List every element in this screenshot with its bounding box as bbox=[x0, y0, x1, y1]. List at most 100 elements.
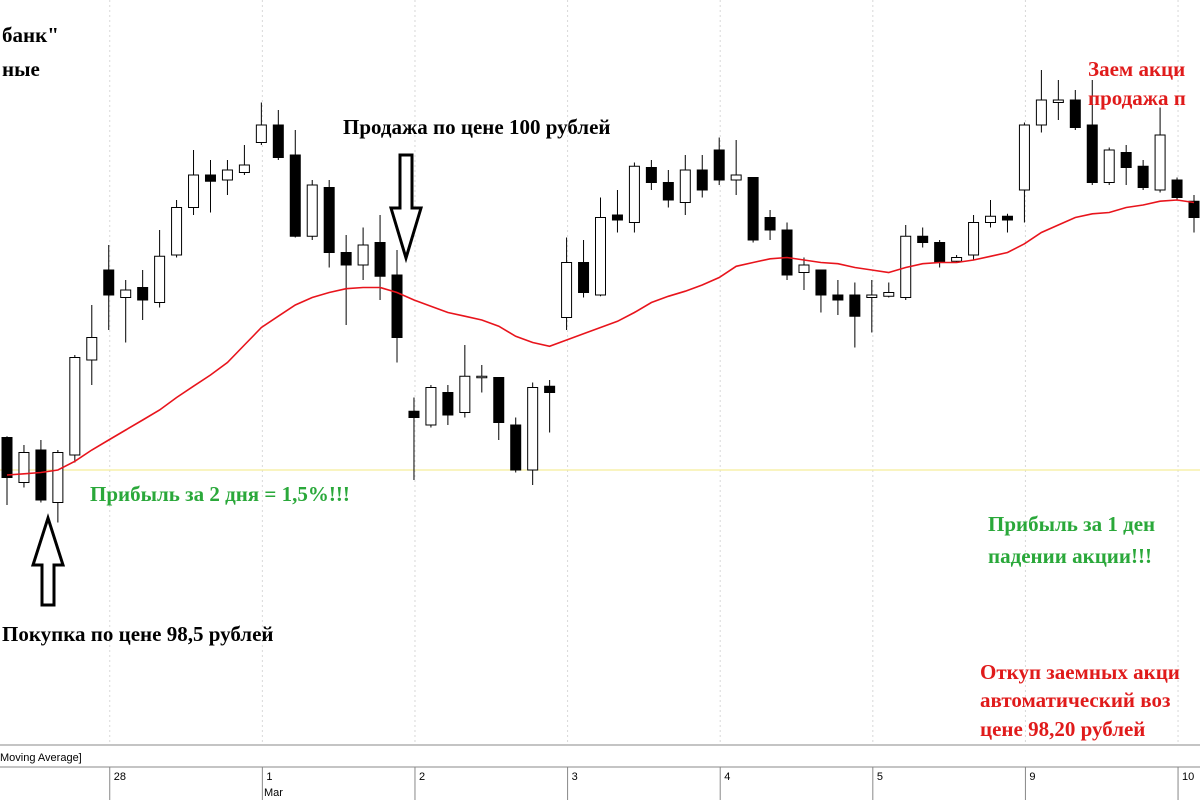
candle-body bbox=[764, 217, 776, 231]
candle-body bbox=[951, 257, 963, 262]
candle-body bbox=[306, 184, 318, 237]
candle-body bbox=[730, 174, 742, 181]
month-label: Mar bbox=[264, 787, 283, 799]
candle-body bbox=[1103, 149, 1115, 183]
candle-body bbox=[238, 164, 250, 173]
candle-body bbox=[510, 424, 522, 471]
candle-body bbox=[408, 410, 420, 418]
candle-body bbox=[883, 292, 895, 297]
x-tick-label: 5 bbox=[877, 771, 883, 783]
indicator-label: Moving Average] bbox=[0, 752, 82, 764]
candle-body bbox=[120, 289, 132, 298]
annotation: Прибыль за 2 дня = 1,5%!!! bbox=[90, 482, 350, 506]
candle-body bbox=[544, 385, 556, 393]
sell-arrow bbox=[388, 153, 424, 264]
annotation: падении акции!!! bbox=[988, 544, 1152, 568]
x-tick-label: 9 bbox=[1029, 771, 1035, 783]
x-tick-label: 28 bbox=[114, 771, 126, 783]
candle-body bbox=[188, 174, 200, 208]
annotation: цене 98,20 рублей bbox=[980, 717, 1145, 741]
candle-body bbox=[527, 387, 539, 471]
candle-body bbox=[578, 262, 590, 293]
candle-body bbox=[103, 269, 115, 296]
candle-body bbox=[18, 452, 30, 483]
candle-body bbox=[1052, 99, 1064, 103]
moving-average-line bbox=[6, 199, 1195, 476]
x-tick-label: 4 bbox=[724, 771, 730, 783]
x-tick-label: 3 bbox=[572, 771, 578, 783]
candle-body bbox=[696, 169, 708, 191]
x-tick-label: 10 bbox=[1182, 771, 1194, 783]
candle-body bbox=[1086, 124, 1098, 183]
plot bbox=[1, 70, 1200, 523]
candle-body bbox=[1069, 99, 1081, 128]
candle-body bbox=[917, 235, 929, 243]
candle-body bbox=[798, 264, 810, 273]
annotation: продажа п bbox=[1088, 86, 1186, 110]
candle-body bbox=[849, 294, 861, 317]
candle-body bbox=[357, 244, 369, 266]
annotation: Покупка по цене 98,5 рублей bbox=[2, 622, 274, 646]
buy-arrow bbox=[30, 513, 66, 607]
candle-body bbox=[255, 124, 267, 143]
candle-body bbox=[645, 167, 657, 183]
candle-body bbox=[1137, 165, 1149, 188]
candle-body bbox=[137, 287, 149, 301]
candle-body bbox=[459, 375, 471, 413]
candle-body bbox=[662, 182, 674, 201]
candle-body bbox=[86, 337, 98, 361]
candle-body bbox=[1188, 200, 1200, 218]
title-line: ные bbox=[2, 57, 40, 81]
candle-body bbox=[374, 242, 386, 277]
candle-body bbox=[1001, 215, 1013, 221]
candle-body bbox=[391, 274, 403, 338]
candle-body bbox=[171, 207, 183, 256]
candle-body bbox=[968, 222, 980, 256]
candle-body bbox=[747, 177, 759, 241]
candle-body bbox=[1154, 134, 1166, 191]
candle-body bbox=[1, 437, 13, 478]
candle-body bbox=[69, 357, 81, 456]
candle-body bbox=[1035, 99, 1047, 126]
candle-body bbox=[289, 154, 301, 237]
candle-body bbox=[1120, 152, 1132, 168]
candle-body bbox=[35, 449, 47, 501]
candle-body bbox=[476, 375, 488, 379]
candle-body bbox=[323, 187, 335, 253]
candle-body bbox=[204, 174, 216, 182]
annotation: Заем акци bbox=[1088, 57, 1185, 81]
annotation: Продажа по цене 100 рублей bbox=[343, 115, 611, 139]
candle-body bbox=[934, 242, 946, 263]
candle-body bbox=[611, 214, 623, 221]
candle-body bbox=[713, 149, 725, 181]
title-line: банк" bbox=[2, 23, 59, 47]
candle-body bbox=[595, 217, 606, 296]
candle-body bbox=[815, 269, 827, 296]
x-tick-label: 1 bbox=[266, 771, 272, 783]
candle-body bbox=[493, 377, 505, 423]
candle-body bbox=[628, 165, 640, 223]
candle-body bbox=[442, 392, 454, 416]
candle-body bbox=[1018, 124, 1030, 191]
candle-body bbox=[832, 294, 844, 301]
candle-body bbox=[679, 169, 691, 203]
candle-body bbox=[985, 215, 997, 223]
candle-body bbox=[340, 252, 352, 266]
candle-body bbox=[221, 169, 233, 181]
candle-body bbox=[52, 452, 64, 503]
candle-body bbox=[425, 387, 437, 426]
candle-body bbox=[1171, 179, 1183, 198]
x-axis: 28 1 2 3 4 5 9 10 bbox=[109, 767, 1194, 800]
candle-body bbox=[781, 229, 793, 276]
x-tick-label: 2 bbox=[419, 771, 425, 783]
annotation: автоматический воз bbox=[980, 688, 1170, 712]
candle-body bbox=[272, 124, 284, 158]
candle-body bbox=[866, 294, 878, 298]
grid bbox=[0, 0, 1200, 745]
annotation: Прибыль за 1 ден bbox=[988, 512, 1155, 536]
annotation: Откуп заемных акци bbox=[980, 660, 1180, 684]
candle-body bbox=[154, 255, 166, 303]
